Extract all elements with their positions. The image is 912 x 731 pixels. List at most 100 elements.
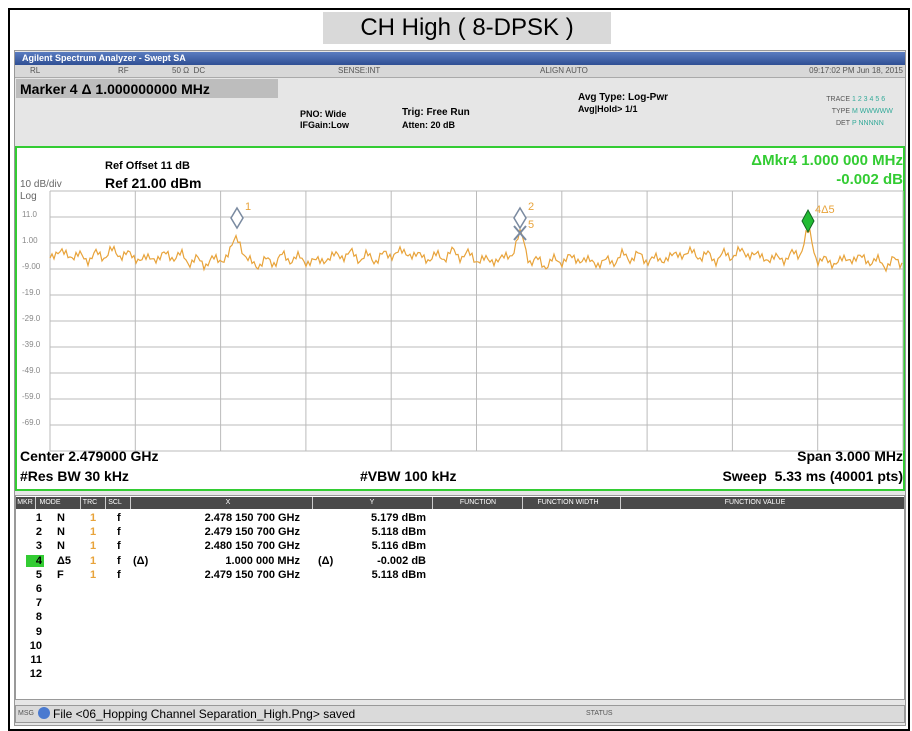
table-header-cell: MODE [39,499,61,506]
column-separator [130,497,131,509]
delta-value: -0.002 dB [836,171,903,188]
x-value: 2.479 150 700 GHz [204,526,300,539]
table-header-cell: FUNCTION VALUE [724,499,786,506]
info-icon [38,707,50,719]
table-header-cell: TRC [82,499,98,506]
row-highlight [26,554,44,567]
mode: N [57,526,65,539]
pno: PNO: Wide [300,109,347,119]
mkr: 11 [30,654,42,666]
y-value: 5.118 dBm [371,568,426,581]
y-label: -29.0 [22,314,41,323]
table-header [16,497,904,509]
column-separator [105,497,106,509]
ref-offset: Ref Offset 11 dB [105,160,190,172]
y-label: 11.0 [22,210,37,219]
scl: f [117,512,121,524]
mkr: 3 [35,540,42,553]
scl: f [117,568,121,581]
marker-readout: Marker 4 Δ 1.000000000 MHz [16,79,278,98]
msg-label: MSG [18,710,34,717]
mkr: 4 [35,554,42,567]
status-datetime: 09:17:02 PM Jun 18, 2015 [809,66,903,75]
y-value: 5.179 dBm [370,512,426,524]
frame [8,8,910,731]
scl: f [117,540,121,553]
column-separator [620,497,621,509]
mkr: 7 [35,597,42,610]
mkr: 6 [35,583,42,595]
title-bar [15,52,905,65]
type-values: M WWWWW [852,108,893,115]
type-label: TYPE [831,108,850,115]
message-bar [15,705,905,723]
column-separator [522,497,523,509]
column-separator [432,497,433,509]
message: File <06_Hopping Channel Separation_High… [53,707,356,721]
table-header-cell: X [225,499,231,506]
window-title: Agilent Spectrum Analyzer - Swept SA [22,53,186,63]
table-header-cell: SCL [108,499,122,506]
marker-label: 4Δ5 [815,204,835,216]
trc: 1 [90,512,97,524]
y-value: 5.118 dBm [371,526,426,539]
mkr: 8 [35,611,42,624]
scl: f [117,526,121,539]
atten: Atten: 20 dB [402,120,456,130]
mode: N [57,540,65,553]
table-header-cell: FUNCTION WIDTH [537,499,599,506]
y-label: 1.00 [22,236,38,245]
column-separator [80,497,81,509]
det-values: P NNNNN [852,120,884,127]
trc: 1 [90,526,97,539]
y-label: -39.0 [22,340,41,349]
page-title: CH High ( 8-DPSK ) [323,12,611,44]
status-label: STATUS [586,710,613,717]
table-header-cell: Y [369,499,375,506]
trc: 1 [90,554,97,567]
marker-label: 1 [245,201,252,213]
y-label: -69.0 [22,418,41,427]
mkr: 9 [35,625,42,638]
mode: Δ5 [57,554,72,567]
trace-label: TRACE [826,96,850,103]
status-rf: RF [118,66,129,75]
marker-table [15,495,905,700]
marker-diamond [230,206,244,230]
mkr: 5 [35,568,42,581]
marker-label: 5 [528,219,535,231]
y-value: 5.116 dBm [371,540,426,553]
x-value: 2.480 150 700 GHz [204,540,300,553]
y-label: -49.0 [22,366,41,375]
mode: F [57,568,64,581]
mkr: 2 [35,526,42,539]
mode: N [57,512,65,524]
trace-plot [49,190,904,452]
status-row [15,65,905,78]
res-bw: #Res BW 30 kHz [20,468,129,484]
scale: 10 dB/div [20,179,62,190]
avg-hold: Avg|Hold> 1/1 [578,104,638,114]
marker-cross [513,225,527,241]
mkr: 1 [35,512,42,524]
ifgain: IFGain:Low [300,120,349,130]
avg-type: Avg Type: Log-Pwr [578,92,668,103]
marker-diamond [801,208,815,234]
ref-level: Ref 21.00 dBm [105,175,202,191]
center: Center 2.479000 GHz [20,448,159,464]
status-rl: RL [30,66,41,75]
trace [49,227,903,273]
status-impedance: 50 Ω DC [172,66,206,75]
log: Log [20,191,37,202]
trace-values: 1 2 3 4 5 6 [852,96,886,103]
trig: Trig: Free Run [402,107,470,118]
y-label: -59.0 [22,392,41,401]
status-sense: SENSE:INT [338,66,381,75]
table-header-cell: FUNCTION [459,499,497,506]
status-align: ALIGN AUTO [540,66,588,75]
delta-marker: ΔMkr4 1.000 000 MHz [751,152,903,169]
y-value: -0.002 dB [377,554,426,567]
mkr: 10 [29,639,42,652]
x-value: 1.000 000 MHz [225,554,300,567]
